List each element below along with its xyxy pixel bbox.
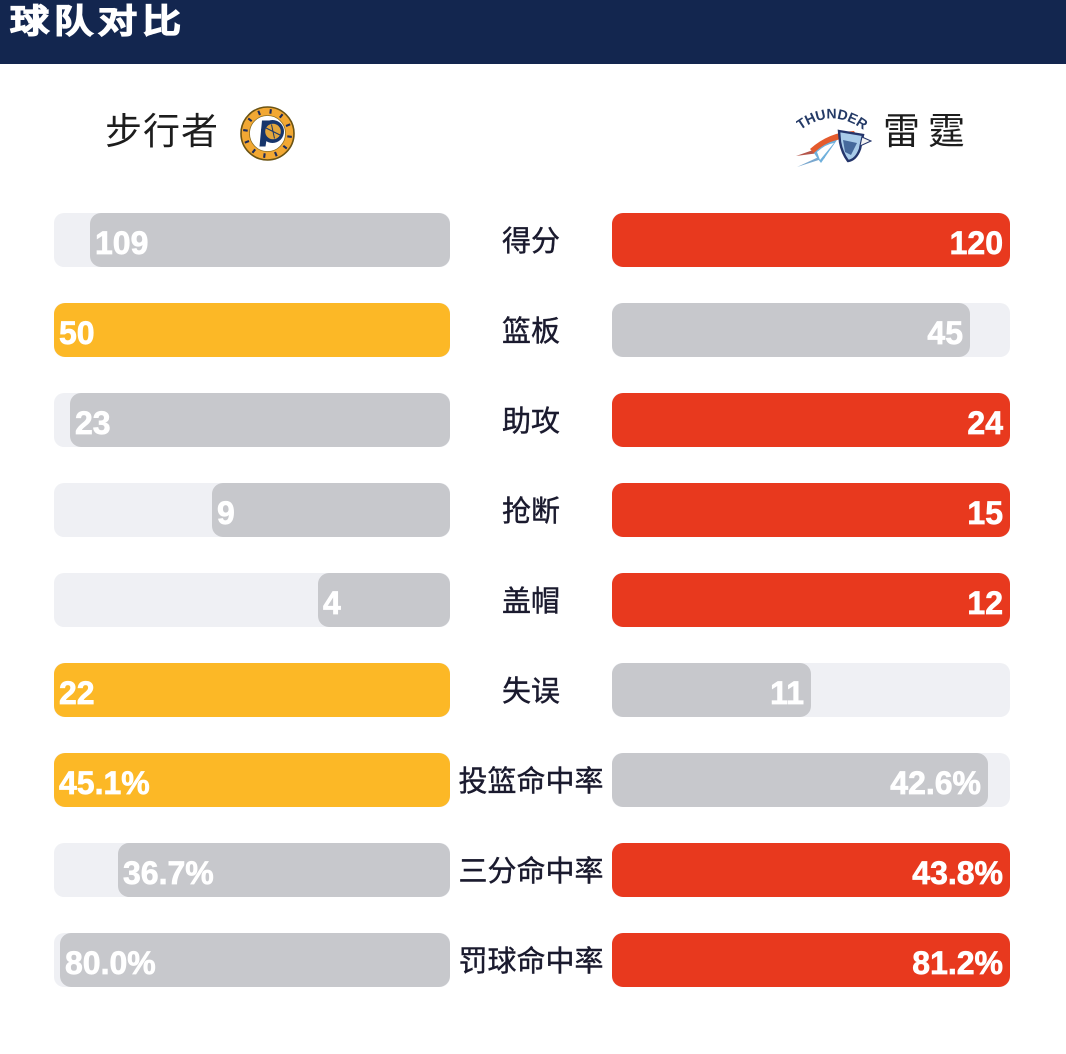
svg-text:THUNDER: THUNDER (796, 105, 871, 132)
